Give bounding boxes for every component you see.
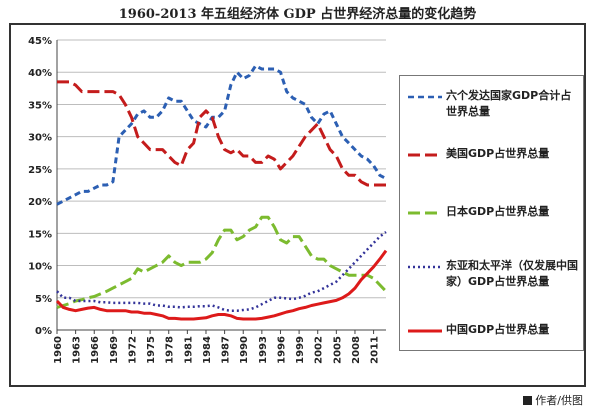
y-tick-label: 10% — [28, 262, 52, 273]
legend-swatch-developed — [408, 95, 442, 99]
y-tick-label: 40% — [28, 68, 52, 79]
y-tick-label: 15% — [28, 229, 52, 240]
x-tick-label: 1999 — [295, 336, 306, 364]
series-line-0 — [56, 64, 387, 206]
legend: 六个发达国家GDP合计占世界总量 美国GDP占世界总量 日本GDP占世界总量 东… — [399, 75, 584, 351]
legend-item-east-asia: 东亚和太平洋（仅发展中国家）GDP占世界总量 — [408, 258, 578, 290]
y-tick-label: 35% — [28, 100, 52, 111]
x-tick-label: 1984 — [202, 336, 213, 364]
legend-item-japan: 日本GDP占世界总量 — [408, 204, 578, 220]
y-tick-label: 20% — [28, 197, 52, 208]
x-tick-label: 1963 — [72, 336, 83, 364]
legend-swatch-japan — [408, 211, 442, 215]
x-tick-label: 2002 — [314, 336, 325, 364]
legend-item-usa: 美国GDP占世界总量 — [408, 146, 578, 162]
legend-label-east-asia: 东亚和太平洋（仅发展中国家）GDP占世界总量 — [446, 259, 578, 288]
credit-line: 作者/供图 — [523, 392, 583, 408]
x-tick-label: 1975 — [146, 336, 157, 364]
x-tick-label: 1996 — [276, 336, 287, 364]
line-chart: 0% 5% 10% 15% 20% 25% 30% 35% 40% 45% 1960 1963 1966… — [28, 36, 388, 364]
credit-text: 作者/供图 — [535, 394, 583, 407]
x-tick-label: 1960 — [53, 336, 64, 364]
x-tick-label: 1969 — [109, 336, 120, 364]
chart-title: 1960-2013 年五组经济体 GDP 占世界经济总量的变化趋势 — [118, 7, 477, 22]
x-tick-label: 1972 — [127, 336, 138, 364]
x-tick-label: 1966 — [90, 336, 101, 364]
legend-swatch-east-asia — [408, 265, 442, 269]
x-tick-label: 2011 — [370, 336, 381, 364]
credit-square-icon — [523, 396, 533, 405]
legend-label-usa: 美国GDP占世界总量 — [446, 147, 550, 160]
legend-label-china: 中国GDP占世界总量 — [446, 323, 550, 336]
series-line-2 — [56, 215, 388, 309]
legend-item-china: 中国GDP占世界总量 — [408, 322, 578, 338]
x-tick-label: 1990 — [239, 336, 250, 364]
chart-frame: 0% 5% 10% 15% 20% 25% 30% 35% 40% 45% 1960 1963 1966… — [9, 23, 586, 387]
x-tick-label: 2005 — [332, 336, 343, 364]
legend-swatch-china — [408, 329, 442, 333]
x-tick-label: 2008 — [351, 336, 362, 364]
legend-label-developed: 六个发达国家GDP合计占世界总量 — [446, 89, 572, 118]
y-tick-label: 0% — [35, 326, 52, 337]
y-tick-label: 30% — [28, 133, 52, 144]
x-tick-label: 1981 — [183, 336, 194, 364]
legend-swatch-usa — [408, 153, 442, 157]
legend-item-developed: 六个发达国家GDP合计占世界总量 — [408, 88, 578, 120]
x-tick-label: 1993 — [258, 336, 269, 364]
y-tick-label: 5% — [35, 294, 52, 305]
series-line-3 — [56, 230, 387, 312]
x-tick-label: 1987 — [221, 336, 232, 364]
y-tick-label: 45% — [28, 36, 52, 47]
series-line-4 — [55, 249, 388, 321]
y-tick-label: 25% — [28, 165, 52, 176]
series-line-1 — [57, 80, 386, 187]
x-tick-label: 1978 — [165, 336, 176, 364]
legend-label-japan: 日本GDP占世界总量 — [446, 205, 550, 218]
